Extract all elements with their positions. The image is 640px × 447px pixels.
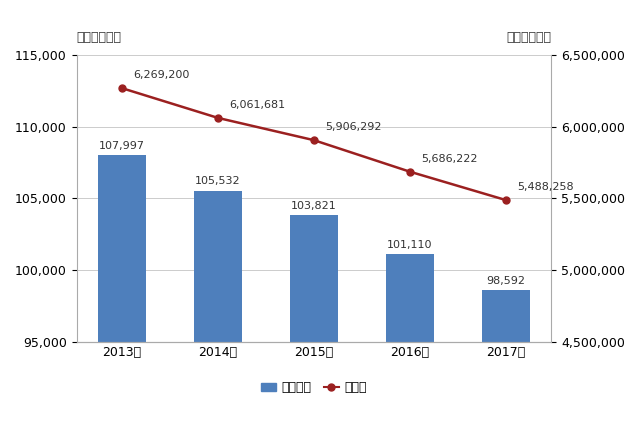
Text: 105,532: 105,532 [195, 177, 241, 186]
Text: 6,269,200: 6,269,200 [134, 70, 190, 80]
会員数 [502, 197, 509, 202]
Text: 101,110: 101,110 [387, 240, 433, 250]
会員数 [406, 169, 413, 174]
Bar [194, 191, 242, 447]
Text: 107,997: 107,997 [99, 141, 145, 151]
Text: 5,488,258: 5,488,258 [517, 182, 574, 192]
会員数 [310, 138, 318, 143]
Bar [482, 290, 530, 447]
Text: 5,906,292: 5,906,292 [326, 122, 382, 132]
会員数 [214, 115, 222, 121]
Text: （会員人数）: （会員人数） [506, 31, 551, 44]
Text: 5,686,222: 5,686,222 [421, 154, 478, 164]
Text: （クラブ数）: （クラブ数） [77, 31, 122, 44]
Bar [386, 254, 434, 447]
Text: 103,821: 103,821 [291, 201, 337, 211]
Line: 会員数: 会員数 [118, 85, 509, 203]
Legend: クラブ数, 会員数: クラブ数, 会員数 [257, 376, 371, 399]
会員数 [118, 85, 126, 91]
Text: 98,592: 98,592 [486, 276, 525, 286]
Bar [290, 215, 338, 447]
Text: 6,061,681: 6,061,681 [230, 100, 285, 110]
Bar [98, 156, 146, 447]
